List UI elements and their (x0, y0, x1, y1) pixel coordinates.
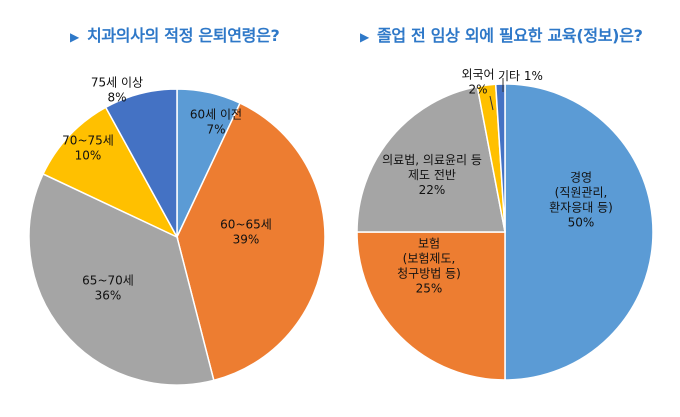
pie1-label-4: 70~75세 10% (62, 134, 114, 163)
pie2-slice-3 (356, 85, 506, 233)
triangle-bullet-icon: ▶ (70, 30, 79, 44)
pie2-slice-2 (356, 231, 506, 381)
triangle-bullet-icon: ▶ (360, 30, 369, 44)
pie2-label-3: 의료법, 의료윤리 등 제도 전반 22% (382, 153, 482, 197)
pie2-slice-1 (504, 83, 654, 381)
pie2-label-1: 경영 (직원관리, 환자응대 등) 50% (549, 171, 613, 230)
pie1-label-2: 60~65세 39% (220, 218, 272, 247)
pie2-label-2: 보험 (보험제도, 청구방법 등) 25% (397, 237, 461, 296)
chart2-title: ▶ 졸업 전 임상 외에 필요한 교육(정보)은? (360, 22, 643, 46)
pie1-label-3: 65~70세 36% (82, 274, 134, 303)
leader-line-foreign-language (489, 95, 494, 111)
pie1-slice-4 (42, 106, 179, 239)
pie2-slice-5 (494, 83, 506, 233)
chart2-title-text: 졸업 전 임상 외에 필요한 교육(정보)은? (376, 26, 643, 45)
pie2-label-5: 기타 1% (498, 69, 543, 83)
chart1-title: ▶ 치과의사의 적정 은퇴연령은? (70, 22, 280, 46)
pie1-label-5: 75세 이상 8% (91, 76, 143, 105)
pie2-label-4: 외국어 2% (461, 68, 494, 97)
pie1-slice-3 (28, 172, 215, 386)
pie1-slice-5 (104, 88, 178, 238)
pie1-label-1: 60세 이전 7% (190, 108, 242, 137)
pie1-slice-2 (176, 102, 326, 382)
chart1-title-text: 치과의사의 적정 은퇴연령은? (86, 26, 280, 45)
